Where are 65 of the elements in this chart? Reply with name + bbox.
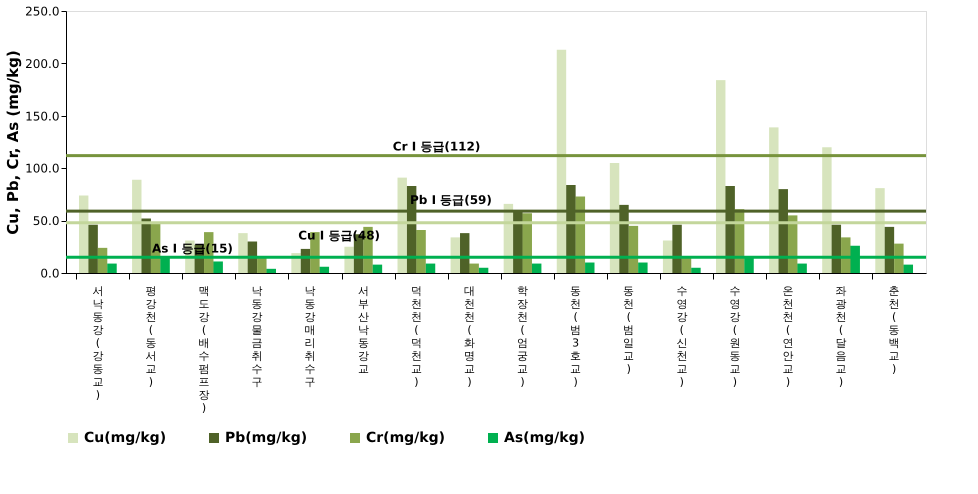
x-tick-label: 수영강(원동교)	[729, 284, 740, 388]
legend-label: Cu(mg/kg)	[84, 430, 166, 446]
y-tick-label: 50.0	[32, 214, 60, 228]
bar	[132, 180, 142, 273]
bar	[397, 178, 407, 273]
bar	[769, 127, 779, 273]
bar	[88, 224, 98, 273]
bar	[716, 80, 726, 273]
bar	[832, 224, 842, 273]
category-label: 맥도강(배수펌프장)	[198, 284, 210, 414]
bar	[904, 264, 914, 273]
bar	[522, 213, 532, 273]
bar	[788, 215, 798, 273]
bar	[797, 264, 807, 273]
x-tick-label: 좌광천(달음교)	[836, 284, 847, 388]
bar	[841, 237, 850, 273]
bar	[426, 264, 436, 273]
bar	[672, 224, 682, 273]
bar	[556, 50, 566, 273]
bar	[532, 264, 542, 273]
bar	[416, 230, 426, 273]
bar	[460, 233, 470, 273]
bar	[638, 262, 648, 273]
x-tick-label: 학장천(엄궁교)	[517, 284, 528, 388]
legend-label: As(mg/kg)	[504, 430, 586, 446]
x-tick-label: 동천(범3호교)	[570, 284, 582, 388]
x-tick-label: 수영강(신천교)	[676, 284, 688, 388]
bar	[266, 268, 276, 273]
legend-label: Pb(mg/kg)	[225, 430, 308, 446]
x-tick-label: 서부산낙동강교	[358, 284, 369, 376]
bar	[469, 264, 479, 273]
bar	[478, 268, 488, 273]
bar	[320, 266, 330, 273]
ref-line-label: Cr Ⅰ 등급(112)	[392, 140, 480, 154]
bar	[628, 226, 638, 273]
x-tick-label: 낙동강 매리취수구	[304, 284, 316, 388]
bar	[884, 226, 894, 273]
bar	[450, 237, 460, 273]
bar	[691, 268, 701, 273]
x-tick-label: 동천(범일교)	[623, 284, 634, 376]
bar	[257, 258, 267, 273]
y-axis-title: Cu, Pb, Cr, As (mg/kg)	[4, 50, 22, 235]
bar	[213, 261, 223, 273]
bar	[248, 242, 258, 273]
x-tick-label: 대천천(화명교)	[464, 284, 475, 388]
x-tick-label: 평강천(동서교)	[145, 284, 156, 388]
legend-label: Cr(mg/kg)	[366, 430, 446, 446]
bar	[107, 264, 117, 273]
bar	[585, 262, 595, 273]
y-tick-label: 200.0	[25, 56, 60, 71]
x-tick-label: 온천천(연안교)	[782, 284, 794, 388]
bar	[682, 258, 692, 273]
bar	[238, 233, 248, 273]
x-tick-label: 덕천천(덕천교)	[410, 284, 422, 388]
bar	[372, 264, 382, 273]
bar	[142, 218, 151, 273]
x-tick-label: 춘천(동백교)	[888, 284, 900, 376]
y-tick-label: 0.0	[40, 266, 60, 280]
bar	[610, 162, 620, 273]
bar	[662, 240, 672, 273]
y-tick-label: 150.0	[25, 109, 60, 124]
y-tick-label: 100.0	[25, 162, 60, 176]
x-tick-label: 낙동강 물금취수구	[252, 284, 263, 388]
y-tick-label: 250.0	[25, 4, 60, 18]
category-label: 서낙동강(강동교)	[92, 284, 104, 402]
